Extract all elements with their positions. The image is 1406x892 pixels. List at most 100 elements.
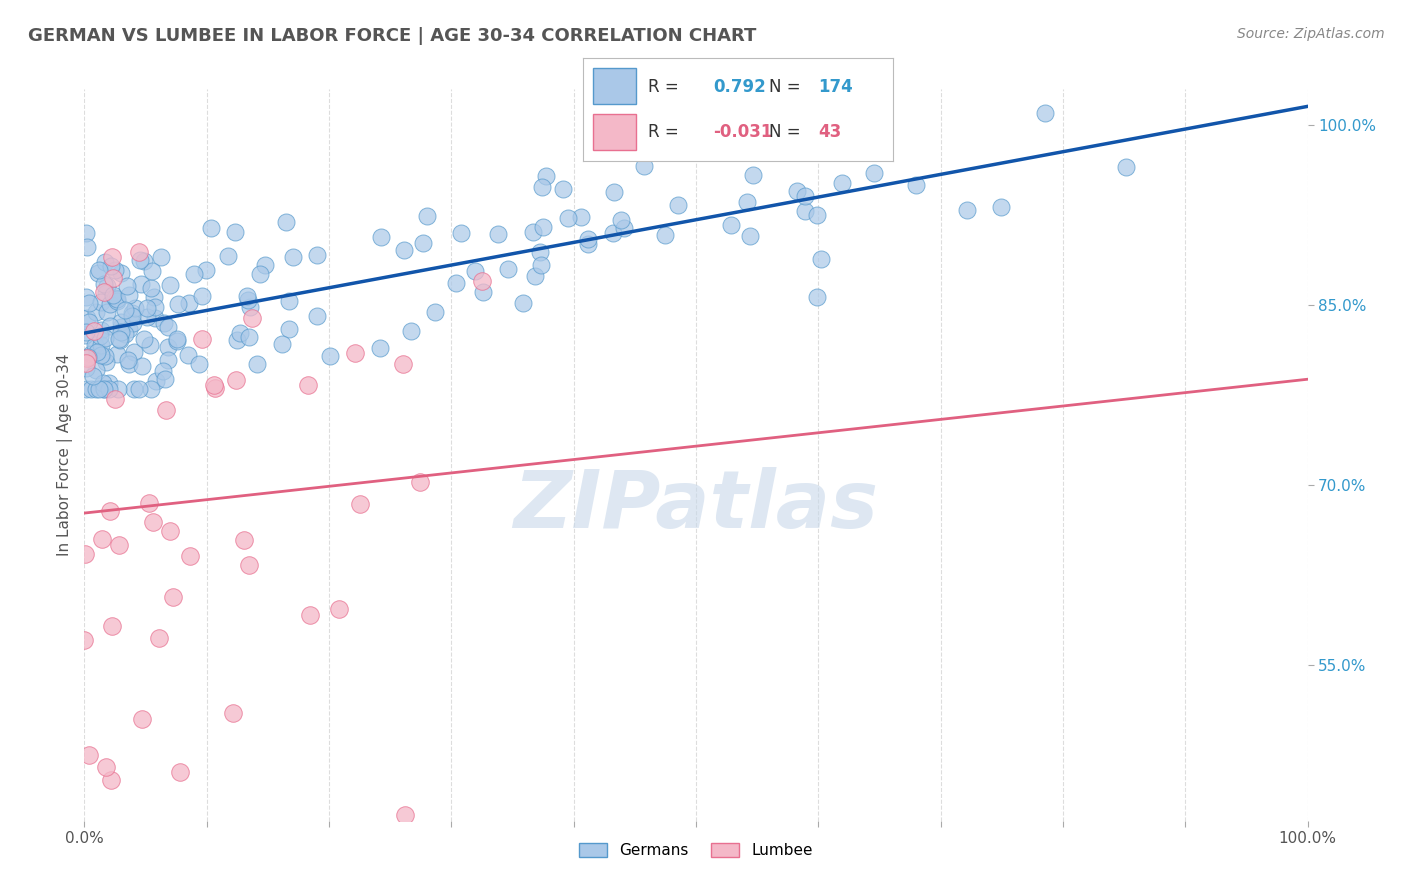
Point	[153, 372, 176, 386]
Point	[553, 182, 575, 196]
Point	[200, 221, 222, 235]
Point	[94, 331, 117, 345]
Text: GERMAN VS LUMBEE IN LABOR FORCE | AGE 30-34 CORRELATION CHART: GERMAN VS LUMBEE IN LABOR FORCE | AGE 30…	[28, 27, 756, 45]
Point	[496, 261, 519, 276]
Point	[602, 186, 624, 200]
Point	[633, 159, 655, 173]
Point	[530, 258, 553, 272]
Point	[94, 286, 117, 301]
Point	[114, 302, 136, 317]
Point	[121, 306, 143, 320]
Point	[94, 355, 117, 369]
Point	[399, 324, 422, 338]
Point	[93, 255, 115, 269]
Point	[522, 225, 544, 239]
Point	[602, 227, 624, 241]
Point	[188, 357, 211, 371]
Point	[101, 271, 124, 285]
Point	[105, 347, 128, 361]
Point	[157, 340, 180, 354]
Y-axis label: In Labor Force | Age 30-34: In Labor Force | Age 30-34	[58, 353, 73, 557]
Point	[101, 618, 124, 632]
Point	[101, 288, 124, 302]
Point	[179, 549, 201, 563]
Point	[75, 356, 97, 370]
Point	[117, 279, 139, 293]
Point	[129, 277, 152, 292]
Point	[100, 772, 122, 787]
Point	[217, 249, 239, 263]
Point	[222, 706, 245, 720]
Point	[990, 200, 1012, 214]
Point	[104, 291, 127, 305]
Point	[134, 253, 156, 268]
Point	[104, 392, 127, 407]
Point	[152, 316, 174, 330]
Point	[239, 300, 262, 314]
Point	[524, 268, 547, 283]
Point	[157, 353, 180, 368]
Point	[138, 496, 160, 510]
Point	[134, 333, 156, 347]
Point	[370, 229, 392, 244]
Point	[249, 267, 271, 281]
Text: R =: R =	[648, 123, 685, 141]
Point	[512, 296, 534, 310]
Text: N =: N =	[769, 123, 806, 141]
Point	[128, 245, 150, 260]
Point	[139, 337, 162, 351]
Point	[319, 349, 342, 363]
Point	[191, 289, 214, 303]
Point	[83, 324, 105, 338]
Point	[142, 290, 165, 304]
Point	[202, 377, 225, 392]
Point	[77, 315, 100, 329]
Point	[415, 209, 437, 223]
Point	[576, 231, 599, 245]
Point	[94, 760, 117, 774]
Point	[557, 211, 579, 225]
Point	[93, 382, 115, 396]
Point	[90, 348, 112, 362]
Point	[246, 357, 269, 371]
Point	[93, 376, 115, 390]
Point	[236, 293, 259, 307]
Point	[76, 310, 98, 325]
Point	[169, 764, 191, 779]
Point	[90, 295, 112, 310]
Point	[613, 220, 636, 235]
Point	[98, 297, 121, 311]
Point	[110, 266, 132, 280]
Point	[148, 631, 170, 645]
Point	[122, 344, 145, 359]
Point	[810, 252, 832, 266]
Point	[236, 289, 259, 303]
Point	[238, 330, 260, 344]
Legend: Germans, Lumbee: Germans, Lumbee	[574, 837, 818, 864]
Point	[720, 218, 742, 232]
Point	[90, 338, 112, 352]
Point	[131, 712, 153, 726]
Point	[97, 382, 120, 396]
Point	[1033, 106, 1056, 120]
Point	[394, 243, 416, 257]
Point	[450, 227, 472, 241]
Text: 0.792: 0.792	[713, 78, 766, 95]
Text: 174: 174	[818, 78, 853, 95]
Text: Source: ZipAtlas.com: Source: ZipAtlas.com	[1237, 27, 1385, 41]
Point	[105, 293, 128, 307]
Point	[238, 558, 260, 572]
Point	[77, 296, 100, 310]
Point	[107, 538, 129, 552]
Point	[108, 334, 131, 348]
Point	[166, 334, 188, 348]
Point	[98, 376, 121, 390]
Point	[94, 349, 117, 363]
Point	[297, 378, 319, 392]
Point	[412, 236, 434, 251]
Point	[93, 382, 115, 396]
Point	[191, 333, 214, 347]
Point	[224, 225, 246, 239]
Point	[806, 290, 828, 304]
Point	[654, 227, 676, 242]
